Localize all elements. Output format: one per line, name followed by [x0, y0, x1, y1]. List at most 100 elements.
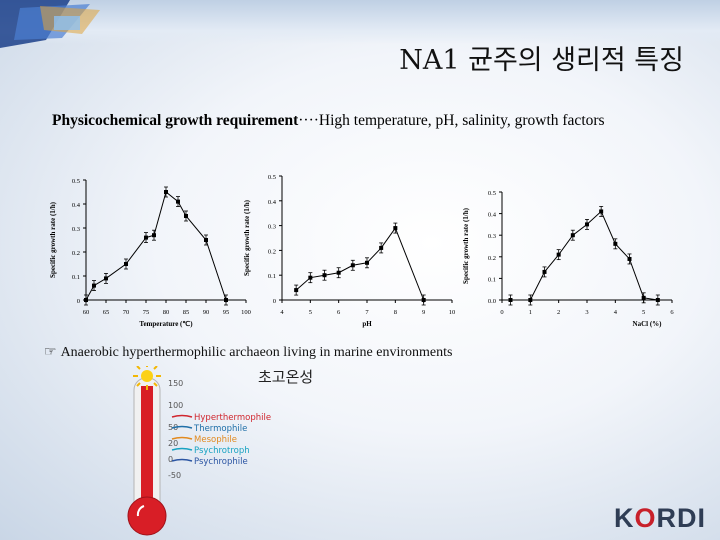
x-tick-label: 4	[280, 309, 284, 316]
temperature-chart: 0 0.1 0.2 0.3 0.4 0.5 60 65 70 75 80 85 90 95 100 Speci…	[46, 166, 256, 340]
slide-title: NA1 균주의 생리적 특징	[399, 45, 684, 76]
note-text: Anaerobic hyperthermophilic archaeon liv…	[60, 345, 453, 360]
y-tick-label: 0.5	[72, 178, 80, 185]
x-tick-label: 60	[83, 309, 90, 316]
subtitle-rest: ····High temperature, pH, salinity, grow…	[298, 112, 605, 129]
y-tick-label: 0	[77, 298, 80, 305]
data-point	[144, 235, 148, 240]
thermometer-category-label: Psychrotroph	[194, 446, 250, 456]
x-tick-label: 70	[123, 309, 130, 316]
corner-graphic	[0, 0, 100, 48]
y-axis-label: Specific growth rate (1/h)	[462, 207, 470, 284]
x-tick-label: 10	[449, 309, 456, 316]
data-point	[570, 233, 575, 238]
thermometer-tick-label: 100	[168, 401, 183, 410]
x-axis-label: pH	[362, 320, 372, 328]
x-tick-label: 5	[309, 309, 312, 316]
data-point	[294, 288, 299, 293]
nacl-chart: 0.0 0.1 0.2 0.3 0.4 0.5 0 1 2 3 4 5 6 Specific growth…	[460, 166, 690, 340]
thermometer-category-label: Mesophile	[194, 435, 237, 445]
data-point	[585, 222, 589, 227]
top-banner	[0, 0, 720, 44]
x-tick-label: 3	[585, 309, 588, 316]
thermometer-tick-label: 20	[168, 439, 178, 448]
thermometer-category-arrow	[171, 447, 193, 451]
thermometer-category-label: Psychrophile	[194, 457, 248, 467]
y-tick-label: 0.5	[488, 190, 496, 197]
y-tick-label: 0.4	[488, 212, 497, 219]
data-point	[124, 262, 128, 266]
ph-chart: 0 0.1 0.2 0.3 0.4 0.5 4 5 6 7 8 9 10 Specific growth …	[242, 166, 467, 340]
x-tick-label: 1	[529, 309, 532, 316]
series-line	[295, 227, 425, 301]
x-tick-label: 2	[557, 309, 560, 316]
thermometer-graphic: 150 100 50 20 0 -50 Hyperthermophile Thermophi…	[110, 362, 290, 536]
x-tick-label: 9	[422, 309, 425, 316]
data-point	[152, 233, 156, 238]
x-tick-label: 65	[103, 309, 110, 316]
data-point	[92, 283, 96, 288]
x-tick-label: 95	[223, 309, 230, 316]
data-point	[641, 295, 646, 300]
chart-svg: 0 0.1 0.2 0.3 0.4 0.5 60 65 70 75 80 85 90 95 100 Speci…	[49, 178, 251, 328]
x-tick-label: 7	[365, 309, 369, 316]
kordi-logo: KORDI	[614, 503, 706, 534]
data-point	[336, 270, 341, 275]
data-point	[322, 273, 327, 278]
chart-svg: 0.0 0.1 0.2 0.3 0.4 0.5 0 1 2 3 4 5 6 Specific growth…	[462, 190, 674, 328]
data-point	[164, 190, 168, 194]
thermometer-category-arrow	[171, 436, 193, 440]
pointing-hand-icon: ☞	[44, 345, 57, 360]
y-tick-label: 0.3	[268, 224, 276, 231]
data-point	[393, 226, 398, 231]
y-tick-label: 0.2	[488, 255, 496, 262]
data-point	[508, 298, 513, 302]
y-tick-label: 0.1	[72, 274, 80, 281]
x-tick-label: 100	[241, 309, 251, 316]
data-point	[176, 199, 180, 204]
x-tick-label: 4	[614, 309, 618, 316]
y-tick-label: 0.3	[72, 226, 80, 233]
data-point	[421, 298, 426, 302]
data-point	[350, 263, 355, 268]
thermometer-category-label: Hyperthermophile	[194, 413, 271, 423]
thermometer-tick-label: 150	[168, 379, 183, 388]
x-tick-label: 6	[670, 309, 674, 316]
x-tick-label: 90	[203, 309, 210, 316]
x-tick-label: 75	[143, 309, 150, 316]
x-axis-label: NaCl (%)	[633, 320, 663, 328]
data-point	[84, 298, 88, 302]
data-point	[224, 298, 228, 302]
y-tick-label: 0.4	[72, 202, 81, 209]
data-point	[365, 260, 369, 265]
y-tick-label: 0.5	[268, 174, 276, 181]
data-point	[627, 256, 632, 261]
subtitle-bold: Physicochemical growth requirement	[52, 112, 299, 129]
logo-o: O	[634, 503, 657, 533]
x-tick-label: 85	[183, 309, 190, 316]
thermometer-category-label: Thermophile	[193, 424, 247, 434]
logo-rdi: RDI	[656, 503, 706, 533]
y-tick-label: 0.4	[268, 199, 277, 206]
thermometer-category-arrow	[171, 458, 193, 462]
x-tick-label: 8	[394, 309, 397, 316]
x-axis-label: Temperature (℃)	[139, 320, 193, 328]
data-point	[613, 241, 618, 246]
slide-subtitle: Physicochemical growth requirement····Hi…	[52, 112, 605, 130]
data-point	[104, 276, 108, 281]
thermometer-category-arrow	[171, 414, 193, 418]
data-point	[379, 245, 384, 250]
thermometer-tick-label: -50	[168, 471, 181, 480]
y-axis-label: Specific growth rate (1/h)	[243, 199, 251, 276]
note-line: ☞ Anaerobic hyperthermophilic archaeon li…	[44, 344, 452, 361]
y-tick-label: 0.0	[488, 298, 496, 305]
y-tick-label: 0.3	[488, 233, 496, 240]
series-line	[510, 210, 658, 301]
hyperthermophile-korean-label: 초고온성	[258, 366, 313, 387]
y-tick-label: 0	[273, 298, 276, 305]
data-point	[599, 209, 604, 214]
logo-k: K	[613, 503, 635, 533]
sun-icon	[133, 362, 161, 390]
y-tick-label: 0.1	[488, 276, 496, 283]
